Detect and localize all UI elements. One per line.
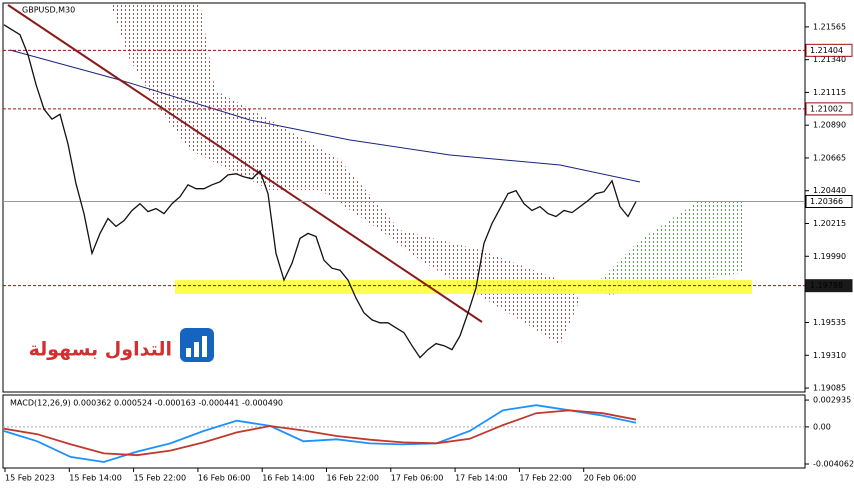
- level-label: 1.19788: [810, 281, 843, 290]
- x-tick-label: 17 Feb 14:00: [455, 474, 507, 483]
- x-tick-label: 15 Feb 2023: [5, 474, 55, 483]
- x-tick-label: 17 Feb 22:00: [519, 474, 571, 483]
- x-tick-label: 17 Feb 06:00: [391, 474, 443, 483]
- y-tick-label: 1.21115: [813, 88, 846, 97]
- y-tick-label: 1.21340: [813, 55, 846, 64]
- chart-title: GBPUSD,M30: [22, 6, 75, 15]
- level-box: [805, 102, 853, 116]
- support-zone: [175, 280, 752, 294]
- x-tick-label: 16 Feb 06:00: [198, 474, 250, 483]
- level-box: [805, 279, 853, 293]
- y-tick-label: 1.19085: [813, 384, 846, 393]
- y-tick-label: 0.002935: [813, 396, 851, 405]
- y-tick-label: 1.19535: [813, 318, 846, 327]
- y-tick-label: 1.20440: [813, 186, 846, 195]
- macd-title: MACD(12,26,9) 0.000362 0.000524 -0.00016…: [10, 399, 283, 408]
- trend-line: [7, 4, 483, 323]
- logo: التداول بسهولة: [29, 328, 214, 362]
- y-tick-label: 1.21565: [813, 22, 846, 31]
- y-tick-label: 1.19310: [813, 351, 846, 360]
- x-tick-label: 15 Feb 22:00: [134, 474, 186, 483]
- series-line: [3, 409, 637, 457]
- level-box: [805, 195, 853, 209]
- y-tick-label: 0.00: [813, 422, 831, 431]
- level-label: 1.21002: [810, 104, 843, 113]
- y-tick-label: 1.20890: [813, 121, 846, 130]
- series-line: [3, 404, 637, 463]
- cloud-bull: [590, 200, 745, 295]
- price-panel: [2, 2, 806, 393]
- y-tick-label: 1.20215: [813, 219, 846, 228]
- y-tick-label: 1.20665: [813, 153, 846, 162]
- x-tick-label: 20 Feb 06:00: [584, 474, 636, 483]
- y-tick-label: -0.004062: [813, 459, 854, 468]
- y-tick-label: 1.19990: [813, 252, 846, 261]
- level-box: [805, 43, 853, 57]
- level-label: 1.21404: [810, 46, 843, 55]
- series-line: [3, 24, 637, 359]
- cloud-bear: [110, 3, 580, 345]
- x-tick-label: 16 Feb 22:00: [327, 474, 379, 483]
- x-tick-label: 16 Feb 14:00: [262, 474, 314, 483]
- watermark: التداول بسهولة: [29, 339, 172, 361]
- x-tick-label: 15 Feb 14:00: [69, 474, 121, 483]
- level-label: 1.20366: [810, 197, 843, 206]
- macd-panel: [2, 394, 806, 469]
